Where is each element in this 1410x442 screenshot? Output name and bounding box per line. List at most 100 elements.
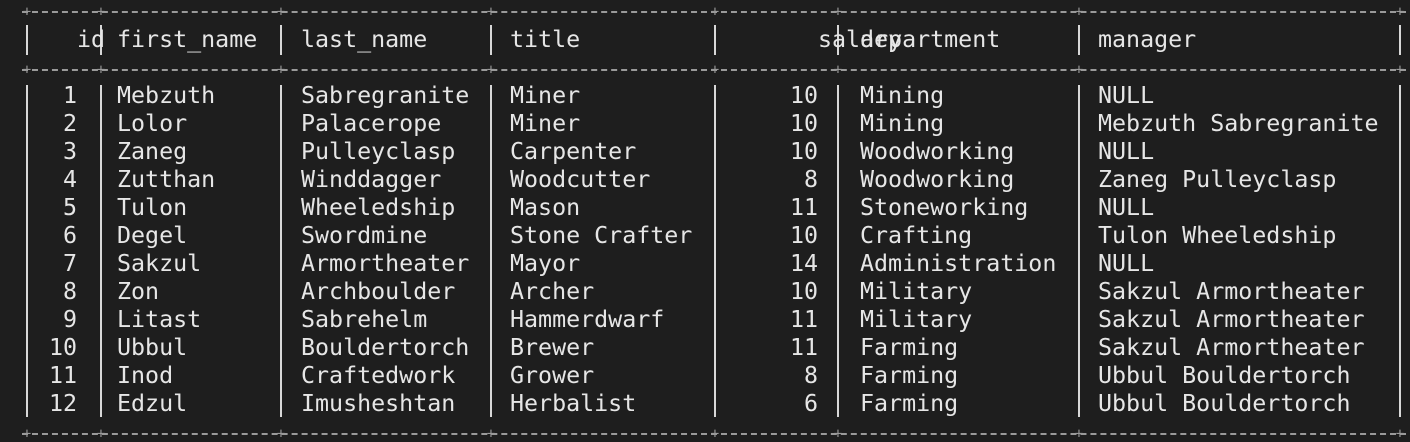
border-corner: +	[833, 426, 843, 442]
cell-department: Military	[860, 278, 973, 305]
cell-last-name: Sabregranite	[301, 82, 470, 109]
cell-manager: Zaneg Pulleyclasp	[1098, 166, 1337, 193]
cell-department: Administration	[860, 250, 1057, 277]
column-divider	[280, 85, 282, 417]
column-divider	[26, 85, 28, 417]
cell-last-name: Pulleyclasp	[301, 138, 456, 165]
cell-first-name: Lolor	[117, 110, 188, 137]
cell-manager: Sakzul Armortheater	[1098, 334, 1365, 361]
column-header-title: title	[510, 26, 581, 53]
cell-department: Military	[860, 306, 973, 333]
border-corner: +	[486, 4, 496, 20]
border-corner: +	[833, 62, 843, 78]
cell-salary: 10	[789, 138, 818, 165]
cell-title: Mayor	[510, 250, 581, 277]
border-corner: +	[1074, 62, 1084, 78]
column-divider	[280, 25, 282, 55]
cell-manager: NULL	[1098, 138, 1155, 165]
cell-salary: 11	[789, 334, 818, 361]
cell-salary: 8	[803, 166, 818, 193]
cell-last-name: Imusheshtan	[301, 390, 456, 417]
cell-first-name: Mebzuth	[117, 82, 216, 109]
border-corner: +	[1074, 426, 1084, 442]
border-corner: +	[276, 426, 286, 442]
column-divider	[837, 25, 839, 55]
cell-manager: Tulon Wheeledship	[1098, 222, 1337, 249]
cell-last-name: Archboulder	[301, 278, 456, 305]
border-corner: +	[22, 4, 32, 20]
cell-title: Carpenter	[510, 138, 637, 165]
table-border-separator	[22, 11, 1406, 13]
column-header-salary: salary	[818, 26, 903, 53]
column-header-manager: manager	[1098, 26, 1197, 53]
cell-title: Brewer	[510, 334, 595, 361]
cell-last-name: Armortheater	[301, 250, 470, 277]
column-divider	[1078, 25, 1080, 55]
cell-first-name: Sakzul	[117, 250, 202, 277]
column-divider	[26, 25, 28, 55]
cell-manager: Sakzul Armortheater	[1098, 278, 1365, 305]
cell-title: Grower	[510, 362, 595, 389]
cell-department: Woodworking	[860, 166, 1015, 193]
border-corner: +	[22, 62, 32, 78]
cell-title: Mason	[510, 194, 581, 221]
cell-salary: 10	[789, 222, 818, 249]
border-corner: +	[96, 426, 106, 442]
cell-id: 6	[62, 222, 77, 249]
cell-first-name: Edzul	[117, 390, 188, 417]
column-divider	[490, 25, 492, 55]
border-corner: +	[710, 4, 720, 20]
cell-department: Mining	[860, 82, 945, 109]
cell-title: Miner	[510, 82, 581, 109]
cell-last-name: Craftedwork	[301, 362, 456, 389]
cell-salary: 10	[789, 110, 818, 137]
cell-salary: 11	[789, 194, 818, 221]
border-corner: +	[22, 426, 32, 442]
column-divider	[490, 85, 492, 417]
cell-salary: 11	[789, 306, 818, 333]
cell-department: Crafting	[860, 222, 973, 249]
cell-department: Farming	[860, 334, 959, 361]
border-corner: +	[96, 4, 106, 20]
cell-last-name: Bouldertorch	[301, 334, 470, 361]
border-corner: +	[276, 4, 286, 20]
border-corner: +	[1395, 426, 1405, 442]
cell-id: 10	[48, 334, 77, 361]
cell-manager: Ubbul Bouldertorch	[1098, 390, 1351, 417]
cell-salary: 8	[803, 362, 818, 389]
column-divider	[1078, 85, 1080, 417]
cell-first-name: Zon	[117, 278, 160, 305]
cell-id: 5	[62, 194, 77, 221]
cell-department: Mining	[860, 110, 945, 137]
cell-first-name: Degel	[117, 222, 188, 249]
column-header-last-name: last_name	[301, 26, 428, 53]
cell-title: Archer	[510, 278, 595, 305]
column-divider	[1399, 85, 1401, 417]
cell-salary: 10	[789, 82, 818, 109]
cell-id: 9	[62, 306, 77, 333]
column-header-first-name: first_name	[117, 26, 258, 53]
table-border-separator	[22, 69, 1406, 71]
column-divider	[100, 85, 102, 417]
border-corner: +	[1395, 4, 1405, 20]
column-divider	[714, 85, 716, 417]
cell-id: 2	[62, 110, 77, 137]
cell-department: Stoneworking	[860, 194, 1029, 221]
cell-first-name: Zaneg	[117, 138, 188, 165]
cell-title: Herbalist	[510, 390, 637, 417]
cell-manager: NULL	[1098, 194, 1155, 221]
cell-manager: Sakzul Armortheater	[1098, 306, 1365, 333]
border-corner: +	[710, 426, 720, 442]
cell-id: 12	[48, 390, 77, 417]
cell-id: 7	[62, 250, 77, 277]
cell-salary: 10	[789, 278, 818, 305]
border-corner: +	[96, 62, 106, 78]
table-border-separator	[22, 433, 1406, 435]
cell-title: Miner	[510, 110, 581, 137]
cell-first-name: Litast	[117, 306, 202, 333]
column-header-id: id	[77, 26, 106, 53]
column-divider	[100, 25, 102, 55]
cell-first-name: Ubbul	[117, 334, 188, 361]
cell-last-name: Sabrehelm	[301, 306, 428, 333]
cell-id: 8	[62, 278, 77, 305]
